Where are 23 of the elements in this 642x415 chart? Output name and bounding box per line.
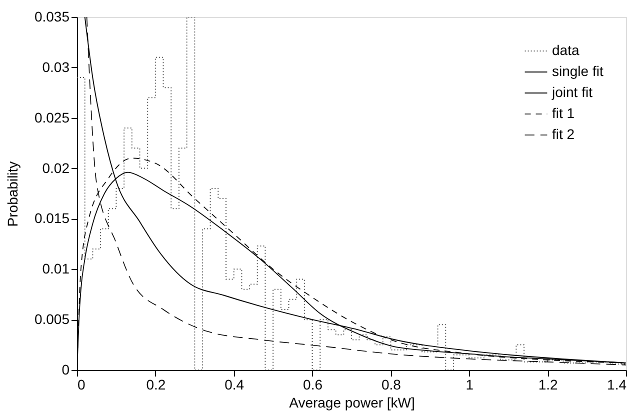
legend-label: fit 1 [552,105,575,121]
y-tick-label: 0.015 [34,210,70,226]
x-tick-label: 0.8 [381,376,402,392]
y-tick-label: 0.01 [42,260,70,277]
x-tick-label: 0.4 [224,376,244,392]
y-axis-title: Probability [4,161,20,227]
x-tick-label: 1.4 [607,376,627,392]
legend-label: single fit [552,63,604,79]
y-tick-label: 0.03 [42,58,70,75]
x-tick-label: 0.2 [146,376,166,392]
y-tick-label: 0.005 [34,311,70,328]
y-tick-label: 0.035 [34,8,70,24]
y-tick-label: 0.02 [42,160,70,176]
legend-label: joint fit [551,84,593,100]
x-axis-title: Average power [kW] [289,394,415,410]
x-tick-label: 1.2 [538,376,558,392]
legend-label: data [552,42,580,58]
x-tick-label: 0.6 [303,376,323,392]
legend-label: fit 2 [552,126,575,142]
x-tick-label: 0 [78,376,86,392]
y-tick-label: 0 [62,362,70,378]
y-tick-label: 0.025 [34,109,70,126]
x-tick-label: 1 [466,376,474,392]
